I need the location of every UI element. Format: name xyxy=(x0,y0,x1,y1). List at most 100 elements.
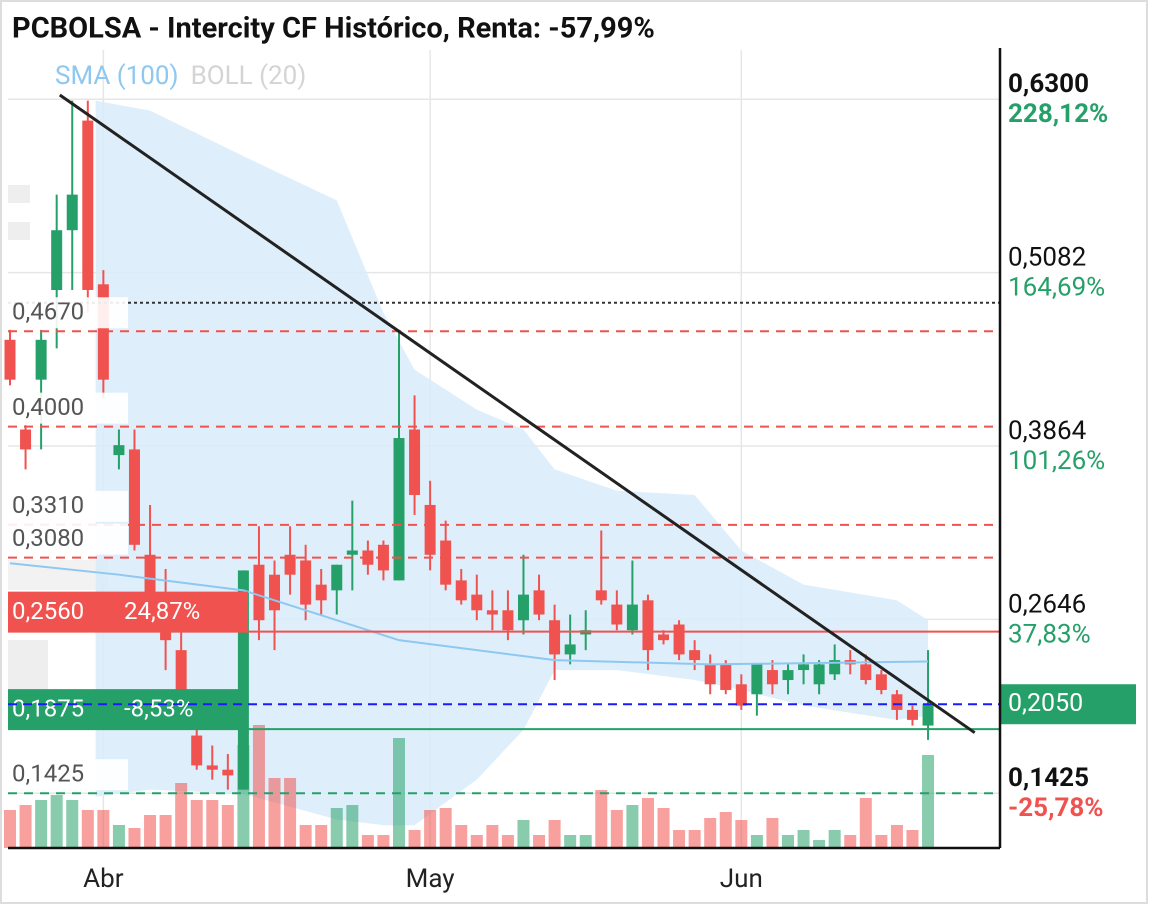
y-tick-change: 228,12% xyxy=(1008,99,1108,129)
y-tick-label: 0,3864 xyxy=(1008,416,1087,446)
candle-body xyxy=(51,230,63,290)
level-badge xyxy=(8,759,128,791)
candle-body xyxy=(751,664,763,695)
candle-body xyxy=(922,704,934,726)
candle-body xyxy=(813,664,825,685)
level-badge xyxy=(8,490,128,522)
volume-bar xyxy=(906,830,919,848)
candle-body xyxy=(253,564,265,621)
volume-bar xyxy=(719,812,732,848)
candle-body xyxy=(486,610,498,615)
candle-body xyxy=(658,634,670,641)
volume-bar xyxy=(50,795,63,848)
candle-body xyxy=(35,339,47,380)
candle-body xyxy=(346,550,358,555)
volume-bar xyxy=(641,798,654,848)
x-tick-label: Jun xyxy=(720,864,763,894)
candle-body xyxy=(860,664,872,681)
volume-bar xyxy=(813,840,826,848)
candle-body xyxy=(611,604,623,625)
trendline xyxy=(58,93,976,734)
level-label: 0,4670 xyxy=(12,298,84,326)
volume-bar xyxy=(206,800,219,848)
candle-body xyxy=(704,664,716,685)
candle-body xyxy=(533,590,545,615)
chart-title: PCBOLSA - Intercity CF Histórico, Renta:… xyxy=(12,12,655,46)
candle-body xyxy=(284,554,296,575)
candle-body xyxy=(673,624,685,655)
volume-bar xyxy=(875,835,888,848)
candle-body xyxy=(766,670,778,685)
sma-line xyxy=(9,562,929,666)
volume-bar xyxy=(517,820,530,848)
y-tick-change: -25,78% xyxy=(1008,793,1104,823)
volume-bar xyxy=(922,755,935,848)
legend-entry: SMA (100) xyxy=(55,61,179,91)
volume-bar xyxy=(688,830,701,848)
volume-bar xyxy=(377,835,390,848)
volume-bar xyxy=(346,805,359,848)
level-badge xyxy=(8,392,128,424)
volume-bar xyxy=(470,835,483,848)
level-badge xyxy=(8,523,128,555)
volume-bar xyxy=(766,818,779,848)
volume-bar xyxy=(657,808,670,848)
candle-body xyxy=(113,445,125,456)
volume-bar xyxy=(548,820,561,848)
candle-body xyxy=(97,284,109,380)
y-tick-change: 101,26% xyxy=(1008,446,1105,476)
candle-body xyxy=(222,769,234,776)
candle-body xyxy=(517,594,529,621)
volume-bar xyxy=(315,825,328,848)
volume-bar xyxy=(501,835,514,848)
y-tick-label: 0,1425 xyxy=(1008,763,1089,793)
volume-bar xyxy=(268,778,281,848)
volume-bar xyxy=(284,778,297,848)
level-badge xyxy=(8,689,248,730)
candle-body xyxy=(300,560,312,605)
volume-bar xyxy=(66,800,79,848)
level-change: -8,53% xyxy=(124,694,193,722)
volume-bar xyxy=(128,828,141,848)
volume-bar xyxy=(595,790,608,848)
y-tick-label: 0,6300 xyxy=(1008,69,1089,99)
volume-bar xyxy=(486,825,499,848)
candle-body xyxy=(782,670,794,681)
volume-bar xyxy=(859,798,872,848)
candle-body xyxy=(4,339,16,380)
candle-body xyxy=(144,554,156,601)
volume-bar xyxy=(4,810,16,848)
volume-bar xyxy=(735,820,748,848)
candle-body xyxy=(315,584,327,601)
candle-body xyxy=(66,194,78,231)
volume-bar xyxy=(330,808,343,848)
candle-body xyxy=(891,694,903,710)
volume-bar xyxy=(175,783,188,848)
level-label: 0,3080 xyxy=(12,524,84,552)
legend-entry: BOLL (20) xyxy=(191,61,307,91)
candle-body xyxy=(393,438,405,581)
y-tick-label: 0,5082 xyxy=(1008,243,1086,273)
candle-body xyxy=(875,674,887,690)
level-label: 0,4000 xyxy=(12,393,84,421)
level-label: 0,2560 xyxy=(12,597,84,625)
volume-bar xyxy=(299,825,312,848)
volume-bar xyxy=(112,825,125,848)
volume-bar xyxy=(19,805,32,848)
candle-body xyxy=(331,564,343,591)
volume-bar xyxy=(252,725,265,848)
level-label: 0,3310 xyxy=(12,491,84,519)
level-label: 0,1875 xyxy=(12,694,84,722)
volume-bar xyxy=(408,830,421,848)
candle-body xyxy=(798,664,810,671)
candle-body xyxy=(906,709,918,720)
candle-body xyxy=(424,504,436,555)
volume-bar xyxy=(424,810,437,848)
volume-bar xyxy=(439,808,452,848)
volume-bar xyxy=(81,810,94,848)
volume-bar xyxy=(144,815,157,848)
candle-body xyxy=(269,574,281,611)
x-tick-label: Abr xyxy=(83,864,124,894)
volume-bar xyxy=(797,830,810,848)
